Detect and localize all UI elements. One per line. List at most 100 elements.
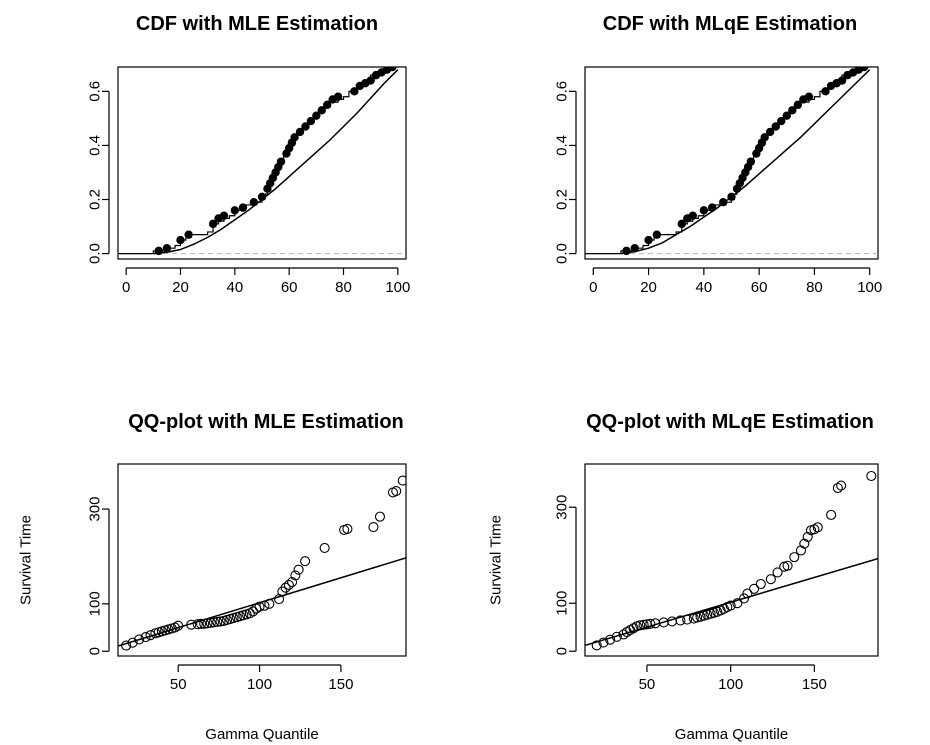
- y-tick-label: 0.0: [554, 243, 571, 264]
- x-tick-label: 0: [589, 279, 597, 296]
- data-point: [837, 76, 847, 85]
- empirical-cdf-step: [620, 67, 870, 254]
- panel-qq-mlqe: QQ-plot with MLqE Estimation 50 100 150 0 100…: [488, 411, 879, 743]
- data-point: [836, 480, 847, 491]
- data-point: [732, 598, 743, 609]
- data-point: [772, 567, 783, 578]
- data-point: [832, 482, 843, 494]
- x-tick-label: 150: [328, 676, 353, 693]
- x-axis-label: Gamma Quantile: [205, 726, 318, 743]
- data-point: [277, 586, 288, 597]
- data-point: [162, 243, 172, 253]
- data-point: [605, 634, 616, 645]
- x-tick-label: 60: [751, 279, 768, 296]
- data-point: [208, 219, 218, 229]
- data-point: [391, 485, 402, 497]
- data-point: [782, 560, 793, 571]
- data-point: [682, 614, 693, 625]
- data-point: [866, 470, 877, 482]
- y-tick-label: 0.0: [87, 243, 104, 264]
- data-point: [212, 616, 223, 627]
- data-point: [134, 634, 145, 645]
- data-point: [230, 206, 240, 215]
- data-point: [184, 230, 193, 239]
- y-tick-label: 300: [87, 497, 104, 522]
- data-point: [219, 211, 229, 220]
- data-point: [276, 157, 286, 166]
- data-point: [804, 92, 814, 101]
- data-point: [186, 619, 197, 630]
- x-tick-label: 0: [122, 279, 130, 296]
- data-point: [173, 620, 184, 631]
- data-point: [611, 631, 622, 642]
- data-point: [205, 617, 216, 628]
- data-point: [169, 622, 180, 633]
- x-tick-label: 80: [335, 279, 352, 296]
- data-point: [293, 564, 304, 575]
- fitted-cdf-curve: [153, 69, 399, 255]
- plot-frame: [584, 463, 879, 657]
- data-point: [675, 615, 686, 626]
- data-point: [788, 106, 797, 115]
- data-point: [765, 574, 776, 585]
- data-point: [287, 576, 298, 588]
- data-point: [199, 618, 210, 629]
- qq-reference-line: [585, 557, 878, 647]
- y-tick-label: 100: [554, 591, 571, 616]
- empirical-cdf-step: [152, 67, 398, 254]
- x-tick-label: 50: [170, 676, 187, 693]
- data-point: [301, 122, 310, 131]
- x-axis-label: Gamma Quantile: [675, 726, 788, 743]
- data-point: [248, 606, 259, 617]
- data-point: [641, 619, 652, 630]
- data-point: [368, 522, 379, 533]
- data-point: [290, 570, 301, 581]
- y-tick-label: 0.2: [554, 189, 571, 210]
- data-point: [154, 246, 163, 256]
- panel-cdf-mlqe: CDF with MLqE Estimation 0 20 40 60 80 100 0.0 0…: [554, 13, 883, 296]
- data-point: [688, 211, 698, 220]
- data-point: [176, 235, 185, 245]
- chart-title: QQ-plot with MLE Estimation: [128, 411, 404, 433]
- data-point: [306, 116, 316, 126]
- data-point: [374, 511, 386, 522]
- y-axis-label: Survival Time: [18, 515, 35, 605]
- data-point: [630, 243, 639, 253]
- data-point: [598, 637, 609, 648]
- data-point: [202, 618, 213, 629]
- y-tick-label: 0.6: [87, 81, 104, 102]
- plot-area: [585, 470, 878, 651]
- data-point: [658, 617, 669, 628]
- x-tick-label: 100: [718, 676, 743, 693]
- data-point: [782, 111, 791, 120]
- data-point: [300, 556, 311, 567]
- data-point: [195, 618, 207, 629]
- y-tick-label: 0.4: [554, 135, 571, 156]
- data-point: [667, 616, 678, 627]
- data-point: [264, 598, 275, 609]
- data-point: [323, 100, 332, 110]
- data-point: [826, 509, 837, 520]
- data-point: [719, 198, 728, 207]
- data-point: [771, 122, 780, 131]
- chart-title: CDF with MLE Estimation: [136, 13, 378, 35]
- panel-cdf-mle: CDF with MLE Estimation 0 20 40 60 80 100 0.0 0.…: [87, 13, 411, 296]
- data-point: [244, 608, 255, 619]
- data-point: [208, 617, 220, 628]
- data-point: [257, 192, 267, 202]
- data-point: [746, 157, 756, 166]
- x-tick-label: 100: [247, 676, 272, 693]
- data-point: [727, 192, 736, 202]
- data-point: [645, 618, 656, 629]
- data-point: [342, 523, 353, 534]
- data-point: [795, 545, 807, 556]
- data-point: [317, 106, 326, 115]
- y-tick-label: 300: [554, 495, 571, 520]
- data-point: [650, 618, 661, 629]
- data-point: [249, 198, 259, 207]
- data-point: [812, 522, 823, 533]
- chart-title: CDF with MLqE Estimation: [603, 13, 857, 35]
- data-point: [591, 640, 602, 651]
- data-point: [333, 92, 343, 101]
- data-point: [259, 600, 270, 611]
